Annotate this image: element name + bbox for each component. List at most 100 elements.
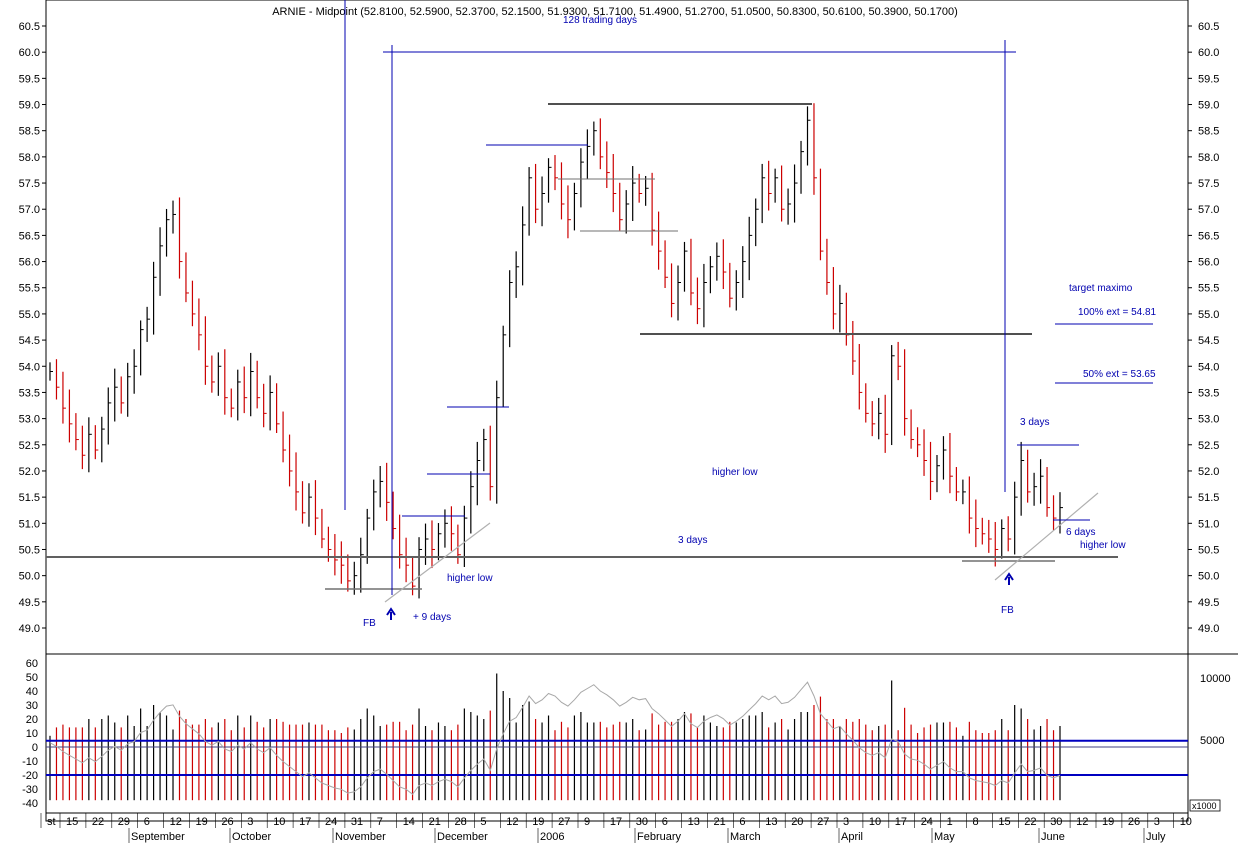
fb-label: FB — [1001, 605, 1014, 616]
y-tick-label: 54.0 — [19, 361, 40, 373]
annotation-lines — [344, 0, 1153, 595]
y-tick-label: 53.5 — [19, 387, 40, 399]
y-tick-label: 30 — [26, 700, 38, 712]
x-tick-label: 12 — [170, 816, 182, 828]
higher-low-label: higher low — [447, 573, 493, 584]
x-tick-label: 5 — [480, 816, 486, 828]
y-tick-label: 59.0 — [1198, 100, 1219, 112]
y-tick-label: 56.0 — [1198, 257, 1219, 269]
plus-nine-days-label: + 9 days — [413, 612, 451, 623]
y-tick-label: 57.0 — [19, 204, 40, 216]
y-tick-label: 58.5 — [19, 126, 40, 138]
y-tick-label: 59.5 — [19, 73, 40, 85]
three-days-label: 3 days — [678, 535, 707, 546]
x-tick-label: 24 — [921, 816, 933, 828]
scale-label: x1000 — [1192, 801, 1217, 811]
x-tick-label: 10 — [1180, 816, 1192, 828]
x-tick-label: 10 — [273, 816, 285, 828]
y-tick-label: 49.0 — [1198, 623, 1219, 635]
x-tick-label: 3 — [1154, 816, 1160, 828]
x-month-label: October — [232, 831, 271, 843]
x-month-label: March — [730, 831, 761, 843]
y-tick-label: 60.0 — [1198, 47, 1219, 59]
ext-50-label: 50% ext = 53.65 — [1083, 369, 1156, 380]
trading-days-label: 128 trading days — [563, 15, 637, 26]
y-tick-label: 51.0 — [1198, 518, 1219, 530]
x-tick-label: 13 — [765, 816, 777, 828]
x-tick-label: 17 — [895, 816, 907, 828]
x-tick-label: 8 — [973, 816, 979, 828]
y-tick-label: 51.5 — [1198, 492, 1219, 504]
x-month-label: April — [841, 831, 863, 843]
x-tick-label: 19 — [196, 816, 208, 828]
price-bars — [49, 103, 1063, 599]
x-tick-label: 22 — [1024, 816, 1036, 828]
y-tick-label: -20 — [22, 770, 38, 782]
x-tick-label: 6 — [144, 816, 150, 828]
y-tick-label: 57.5 — [1198, 178, 1219, 190]
y-tick-label: 60 — [26, 658, 38, 670]
target-label: target maximo — [1069, 283, 1133, 294]
x-tick-label: st — [47, 816, 56, 828]
three-days-label: 3 days — [1020, 417, 1049, 428]
chart-title: ARNIE - Midpoint (52.8100, 52.5900, 52.3… — [272, 6, 958, 18]
x-month-label: June — [1041, 831, 1065, 843]
x-tick-label: 29 — [118, 816, 130, 828]
x-month-label: February — [637, 831, 682, 843]
y-tick-label: 40 — [26, 686, 38, 698]
x-tick-label: 3 — [247, 816, 253, 828]
price-axis: 60.5 60.5 60.0 60.0 59.5 59.5 59.0 59.0 58.5 58.5… — [19, 21, 1220, 635]
x-tick-label: 22 — [92, 816, 104, 828]
x-month-label: July — [1146, 831, 1166, 843]
y-tick-label: 54.5 — [19, 335, 40, 347]
arrow-up-icon — [386, 607, 396, 620]
indicator-line — [49, 681, 1061, 796]
x-tick-label: 20 — [791, 816, 803, 828]
x-tick-label: 19 — [1102, 816, 1114, 828]
x-month-label: 2006 — [540, 831, 564, 843]
x-tick-label: 30 — [1050, 816, 1062, 828]
arrow-up-icon — [1004, 572, 1014, 585]
y-tick-label: 60.0 — [19, 47, 40, 59]
higher-low-label: higher low — [1080, 540, 1126, 551]
y-tick-label: 50.5 — [1198, 544, 1219, 556]
y-tick-label: 58.5 — [1198, 126, 1219, 138]
trendline-2 — [994, 492, 1099, 581]
y-tick-label: 60.5 — [19, 21, 40, 33]
x-tick-label: 6 — [662, 816, 668, 828]
x-tick-label: 12 — [506, 816, 518, 828]
fb-label: FB — [363, 618, 376, 629]
y-tick-label: 52.5 — [1198, 440, 1219, 452]
y-tick-label: 59.0 — [19, 100, 40, 112]
y-tick-label: 53.5 — [1198, 387, 1219, 399]
y-tick-label: -30 — [22, 784, 38, 796]
y-tick-label: 49.5 — [19, 597, 40, 609]
y-tick-label: 5000 — [1200, 735, 1224, 747]
chart-frame — [45, 0, 1189, 822]
x-tick-label: 24 — [325, 816, 337, 828]
x-tick-label: 19 — [532, 816, 544, 828]
y-tick-label: 57.0 — [1198, 204, 1219, 216]
y-tick-label: 55.0 — [19, 309, 40, 321]
y-tick-label: -10 — [22, 756, 38, 768]
y-tick-label: 56.0 — [19, 257, 40, 269]
y-tick-label: 0 — [32, 742, 38, 754]
y-tick-label: 10 — [26, 728, 38, 740]
x-tick-label: 26 — [221, 816, 233, 828]
x-tick-label: 17 — [299, 816, 311, 828]
y-tick-label: 52.0 — [19, 466, 40, 478]
y-tick-label: 56.5 — [1198, 230, 1219, 242]
x-month-label: September — [131, 831, 185, 843]
y-tick-label: 53.0 — [1198, 414, 1219, 426]
indicator-axis: 60 50 40 30 20 10 0 -10 -20 -30 -40 10000 5000 — [22, 658, 1231, 810]
y-tick-label: 55.0 — [1198, 309, 1219, 321]
x-tick-label: 15 — [998, 816, 1010, 828]
y-tick-label: 53.0 — [19, 414, 40, 426]
y-tick-label: 50.0 — [19, 571, 40, 583]
x-tick-label: 17 — [610, 816, 622, 828]
y-tick-label: 50.0 — [1198, 571, 1219, 583]
x-tick-label: 15 — [66, 816, 78, 828]
x-tick-label: 30 — [636, 816, 648, 828]
y-tick-label: 56.5 — [19, 230, 40, 242]
